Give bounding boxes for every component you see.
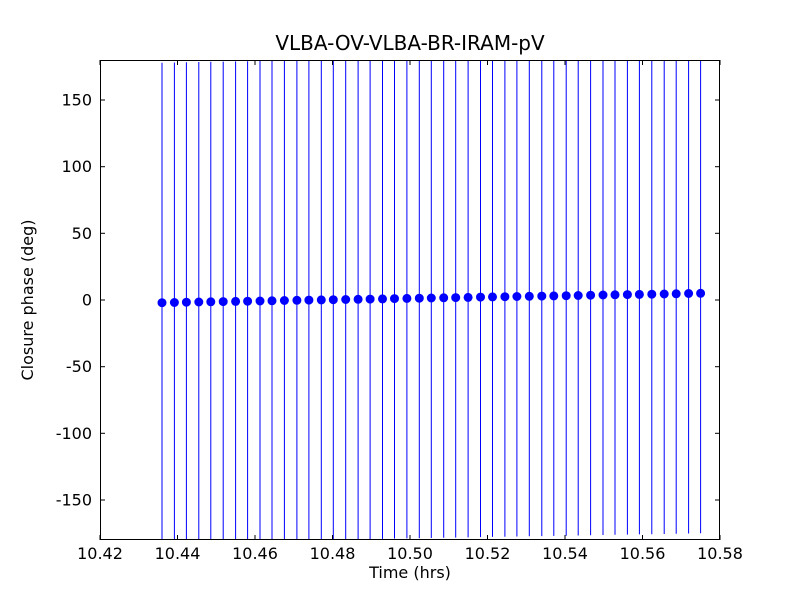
x-tick-label: 10.48 xyxy=(310,544,356,563)
x-tick-label: 10.50 xyxy=(387,544,433,563)
data-point xyxy=(181,297,191,307)
data-point xyxy=(647,289,657,299)
x-tick-label: 10.58 xyxy=(697,544,743,563)
data-point xyxy=(218,297,228,307)
data-point xyxy=(414,293,424,303)
chart-title: VLBA-OV-VLBA-BR-IRAM-pV xyxy=(275,31,545,55)
data-point xyxy=(684,289,694,298)
data-point xyxy=(512,292,522,301)
data-point xyxy=(622,290,632,300)
y-tick-label: -100 xyxy=(56,424,92,443)
data-point xyxy=(279,296,289,305)
data-point xyxy=(476,292,485,302)
data-point xyxy=(328,295,338,305)
data-point xyxy=(194,297,204,307)
data-point xyxy=(304,295,314,305)
x-tick-label: 10.46 xyxy=(232,544,278,563)
data-point xyxy=(402,293,412,303)
y-tick-label: 150 xyxy=(61,91,92,110)
data-point xyxy=(255,296,265,306)
x-tick-label: 10.42 xyxy=(77,544,123,563)
data-point xyxy=(267,296,277,306)
data-point xyxy=(549,291,559,301)
y-tick-label: 50 xyxy=(72,224,92,243)
data-point xyxy=(439,293,449,303)
data-point xyxy=(488,292,497,302)
x-tick-label: 10.56 xyxy=(620,544,666,563)
data-point xyxy=(573,291,583,300)
data-point xyxy=(316,295,326,305)
data-point xyxy=(365,294,375,304)
data-point xyxy=(671,289,681,299)
y-tick-label: 0 xyxy=(82,291,92,310)
x-tick-label: 10.52 xyxy=(465,544,511,563)
data-point xyxy=(451,293,461,303)
x-axis-label: Time (hrs) xyxy=(368,563,451,582)
y-tick-label: 100 xyxy=(61,157,92,176)
data-point xyxy=(206,297,216,307)
y-tick-label: -50 xyxy=(66,357,92,376)
data-point xyxy=(696,288,706,298)
data-point xyxy=(390,294,399,304)
x-tick-label: 10.44 xyxy=(155,544,201,563)
data-point xyxy=(341,295,351,304)
data-point xyxy=(426,293,436,303)
data-point xyxy=(463,292,473,302)
data-point xyxy=(524,291,534,301)
data-point xyxy=(292,295,302,305)
y-axis-label: Closure phase (deg) xyxy=(18,219,37,380)
data-point xyxy=(659,289,669,299)
data-point xyxy=(500,292,510,302)
data-point xyxy=(561,291,571,301)
y-tick-label: -150 xyxy=(56,491,92,510)
data-point xyxy=(353,294,363,304)
x-tick-label: 10.54 xyxy=(542,544,588,563)
data-point xyxy=(537,291,547,301)
data-point xyxy=(378,294,387,304)
data-point xyxy=(231,296,241,306)
data-point xyxy=(243,296,253,306)
data-point xyxy=(586,290,596,300)
data-point xyxy=(610,290,620,300)
plot-area: 10.42 10.44 10.46 10.48 10.50 10.52 10.54 10.56… xyxy=(56,60,743,563)
data-point xyxy=(157,298,167,308)
data-point xyxy=(634,289,644,299)
data-point xyxy=(598,290,608,300)
data-point xyxy=(169,298,179,307)
